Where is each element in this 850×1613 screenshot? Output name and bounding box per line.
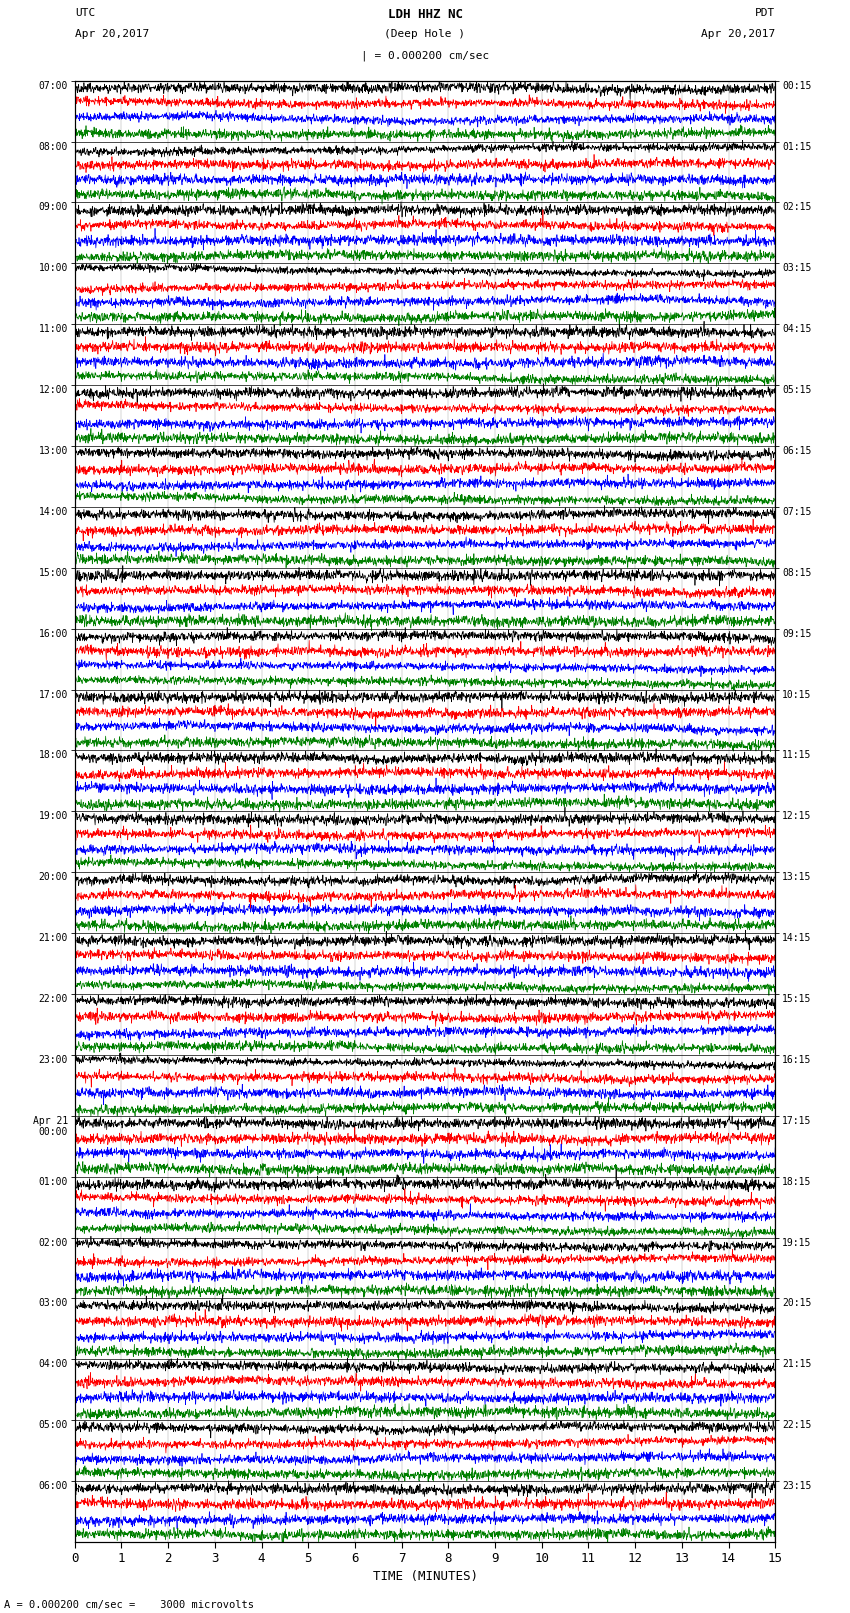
Text: | = 0.000200 cm/sec: | = 0.000200 cm/sec [361,50,489,61]
Text: LDH HHZ NC: LDH HHZ NC [388,8,462,21]
Text: (Deep Hole ): (Deep Hole ) [384,29,466,39]
X-axis label: TIME (MINUTES): TIME (MINUTES) [372,1569,478,1582]
Text: PDT: PDT [755,8,775,18]
Text: Apr 20,2017: Apr 20,2017 [75,29,149,39]
Text: UTC: UTC [75,8,95,18]
Text: Apr 20,2017: Apr 20,2017 [701,29,775,39]
Text: A = 0.000200 cm/sec =    3000 microvolts: A = 0.000200 cm/sec = 3000 microvolts [4,1600,254,1610]
